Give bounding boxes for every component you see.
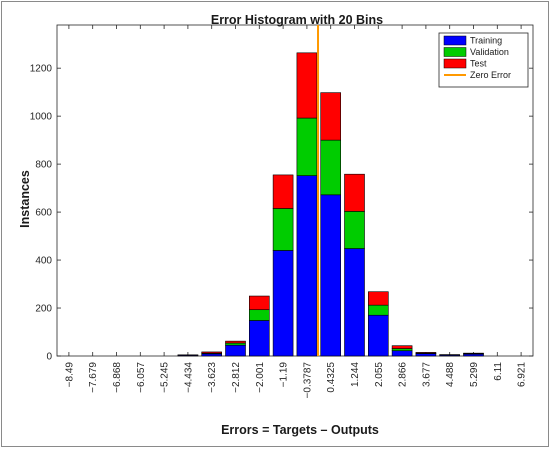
bar-validation-12 xyxy=(345,211,365,248)
bar-validation-14 xyxy=(392,349,412,351)
x-tick-label: −2.812 xyxy=(231,362,242,393)
bar-training-6 xyxy=(202,354,222,356)
x-tick-label: −6.057 xyxy=(136,362,147,393)
legend-label-test: Test xyxy=(470,59,487,69)
x-tick-label: −4.434 xyxy=(183,362,194,393)
x-tick-label: −3.623 xyxy=(207,362,218,393)
bar-training-11 xyxy=(321,195,341,356)
bar-test-11 xyxy=(321,93,341,140)
bar-training-9 xyxy=(273,250,293,356)
bar-test-12 xyxy=(345,174,365,211)
bar-test-7 xyxy=(226,341,246,343)
bar-training-8 xyxy=(249,321,269,356)
y-tick-label: 400 xyxy=(35,256,52,267)
bar-test-8 xyxy=(249,296,269,310)
bar-training-7 xyxy=(226,345,246,356)
bar-validation-11 xyxy=(321,140,341,195)
bar-training-10 xyxy=(297,176,317,356)
x-tick-label: 0.4325 xyxy=(326,362,337,393)
bar-validation-7 xyxy=(226,343,246,345)
y-tick-label: 800 xyxy=(35,160,52,171)
x-tick-label: 6.11 xyxy=(493,362,504,381)
y-tick-label: 1200 xyxy=(30,64,53,75)
x-tick-label: 6.921 xyxy=(517,362,528,387)
legend-swatch-test xyxy=(444,59,466,68)
x-tick-label: 5.299 xyxy=(469,362,480,387)
bar-validation-8 xyxy=(249,310,269,321)
bar-training-13 xyxy=(368,315,388,356)
bar-validation-10 xyxy=(297,118,317,176)
x-tick-label: −6.868 xyxy=(112,362,123,393)
x-tick-label: −1.19 xyxy=(279,362,290,388)
x-tick-label: −7.679 xyxy=(88,362,99,393)
bar-training-14 xyxy=(392,351,412,356)
legend-swatch-validation xyxy=(444,48,466,57)
bar-training-15 xyxy=(416,354,436,356)
bar-test-9 xyxy=(273,175,293,209)
legend-label-zero-error: Zero Error xyxy=(470,70,511,80)
bar-validation-9 xyxy=(273,208,293,250)
y-axis-label: Instances xyxy=(18,170,32,228)
x-tick-label: 2.866 xyxy=(398,362,409,387)
y-tick-label: 0 xyxy=(46,352,52,363)
legend-label-validation: Validation xyxy=(470,47,509,57)
bar-test-13 xyxy=(368,292,388,305)
x-tick-label: 2.055 xyxy=(374,362,385,387)
bar-training-12 xyxy=(345,249,365,356)
x-tick-label: −0.3787 xyxy=(302,362,313,399)
y-tick-label: 600 xyxy=(35,208,52,219)
bar-test-14 xyxy=(392,346,412,349)
bar-validation-13 xyxy=(368,305,388,315)
x-tick-label: 4.488 xyxy=(445,362,456,387)
bar-test-10 xyxy=(297,53,317,118)
chart-title: Error Histogram with 20 Bins xyxy=(211,13,383,27)
legend-label-training: Training xyxy=(470,36,502,46)
bar-test-15 xyxy=(416,352,436,353)
x-tick-label: −5.245 xyxy=(160,362,171,393)
error-histogram-chart: 0 200 400 600 800 1000 1200 −8.49 −7.679 −6.868 −6… xyxy=(2,2,548,446)
bar-test-6 xyxy=(202,352,222,353)
legend-swatch-training xyxy=(444,36,466,45)
x-tick-label: −8.49 xyxy=(64,362,75,388)
y-tick-label: 200 xyxy=(35,304,52,315)
x-axis-label: Errors = Targets – Outputs xyxy=(221,423,379,437)
x-tick-label: 1.244 xyxy=(350,362,361,387)
x-tick-label: 3.677 xyxy=(421,362,432,387)
y-tick-label: 1000 xyxy=(30,112,53,123)
x-tick-label: −2.001 xyxy=(255,362,266,393)
